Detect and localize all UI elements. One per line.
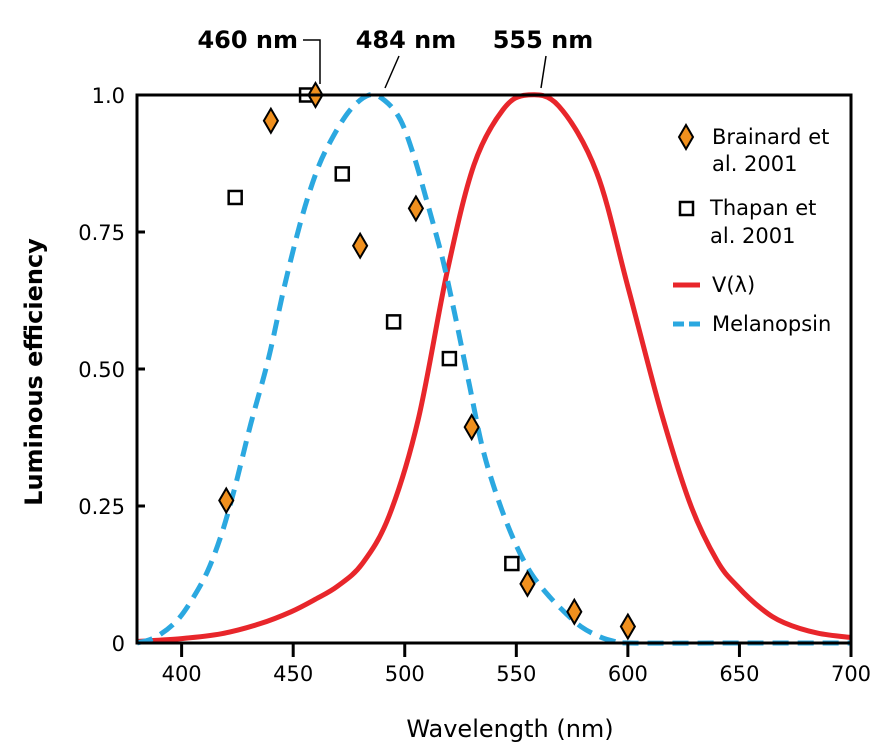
x-tick-label: 650 [719,662,759,686]
y-tick-label: 1.0 [92,84,125,108]
thapan-point [385,314,402,330]
y-tick-label: 0.75 [78,221,125,245]
x-axis: 400 450 500 550 600 650 700 [162,643,871,686]
legend-item-melanopsin: Melanopsin [673,312,831,336]
legend-label: Melanopsin [712,312,831,336]
x-axis-label: Wavelength (nm) [406,715,613,743]
y-tick-label: 0.50 [78,358,125,382]
x-tick-label: 600 [608,662,648,686]
legend-label: Brainard et [712,125,829,149]
x-tick-label: 450 [273,662,313,686]
x-tick-label: 700 [831,662,871,686]
brainard-point [262,106,280,135]
annotation-555: 555 nm [493,26,594,54]
annotation-555-leader [540,55,547,89]
thapan-point [334,166,351,182]
y-axis-label: Luminous efficiency [20,238,48,506]
brainard-point [566,597,583,626]
legend: Brainard et al. 2001 Thapan et al. 2001 … [673,123,831,336]
square-marker-icon [678,200,695,217]
y-axis: 0 0.25 0.50 0.75 1.0 [78,84,145,656]
legend-item-thapan: Thapan et al. 2001 [678,196,816,248]
x-tick-label: 400 [162,662,202,686]
legend-item-brainard: Brainard et al. 2001 [677,123,829,176]
brainard-point [519,569,536,598]
annotation-460: 460 nm [197,26,298,54]
annotation-484: 484 nm [356,26,457,54]
legend-label: Thapan et [709,196,816,220]
v-lambda-curve [136,92,852,644]
thapan-point [441,350,458,367]
diamond-marker-icon [677,123,695,151]
brainard-point [351,231,369,260]
brainard-point [463,413,480,442]
thapan-point [227,189,243,206]
brainard-point [218,486,235,515]
legend-item-v-lambda: V(λ) [673,273,755,297]
brainard-point [619,612,637,641]
legend-label: al. 2001 [712,152,798,176]
plot-frame [135,93,853,645]
y-tick-label: 0.25 [78,495,125,519]
curves [136,92,852,646]
brainard-point [407,194,425,223]
legend-label: V(λ) [712,273,755,297]
x-tick-label: 500 [385,662,425,686]
y-tick-label: 0 [112,632,125,656]
annotation-484-leader [384,55,400,89]
data-points [218,81,637,641]
annotation-460-leader [303,39,321,84]
melanopsin-curve [136,92,851,646]
legend-label: al. 2001 [710,224,796,248]
annotations: 460 nm 484 nm 555 nm [197,26,594,89]
thapan-point [504,555,520,572]
x-tick-label: 550 [496,662,536,686]
